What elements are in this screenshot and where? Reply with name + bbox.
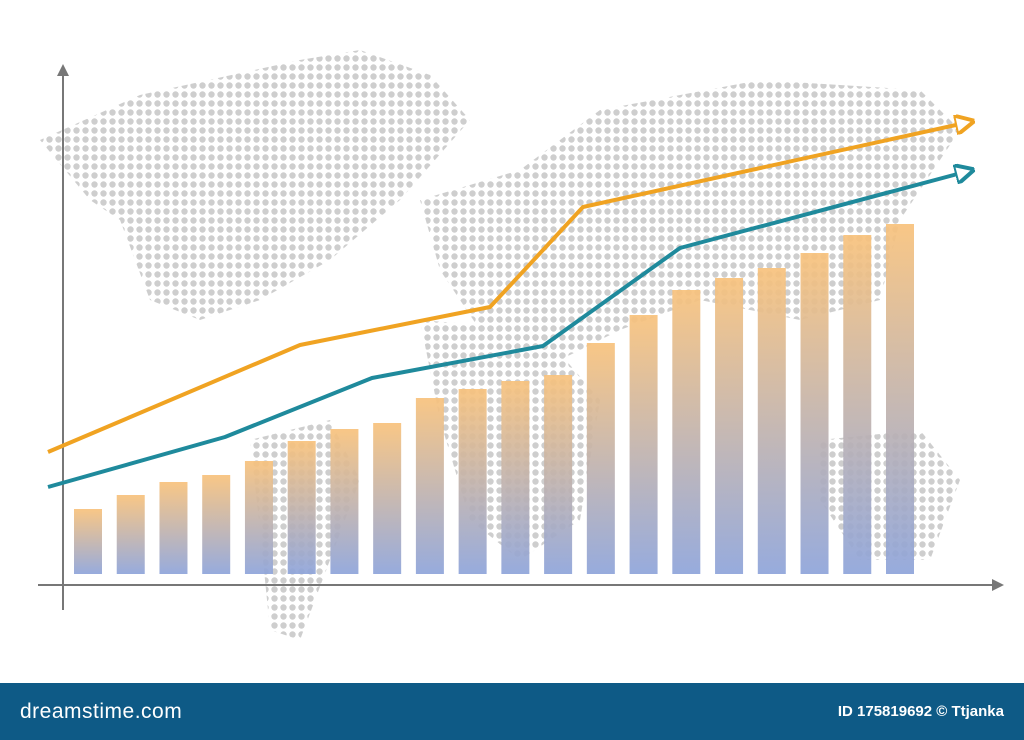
bar [715, 278, 744, 574]
chart [38, 50, 1004, 640]
trend-line [47, 172, 965, 489]
footer: dreamstime.com ID 175819692 © Ttjanka [0, 683, 1024, 740]
credit: ID 175819692 © Ttjanka [837, 703, 1004, 720]
bar [843, 235, 872, 574]
axes [38, 64, 1004, 610]
bar [244, 461, 273, 574]
bar [373, 423, 402, 574]
bar [501, 381, 530, 574]
bar [757, 268, 786, 574]
bar [629, 315, 658, 574]
bar [287, 441, 316, 574]
bar [586, 343, 615, 574]
trend-line [47, 123, 965, 454]
bar [159, 482, 188, 574]
bar [672, 290, 701, 574]
bar [544, 375, 573, 574]
bar [202, 475, 231, 574]
bar [116, 495, 145, 574]
bar [800, 253, 829, 574]
bar [415, 398, 444, 574]
bar [74, 509, 102, 574]
bar [330, 429, 359, 574]
brand: dreamstime.com [20, 700, 183, 723]
bar [458, 389, 487, 574]
bar [886, 224, 914, 574]
